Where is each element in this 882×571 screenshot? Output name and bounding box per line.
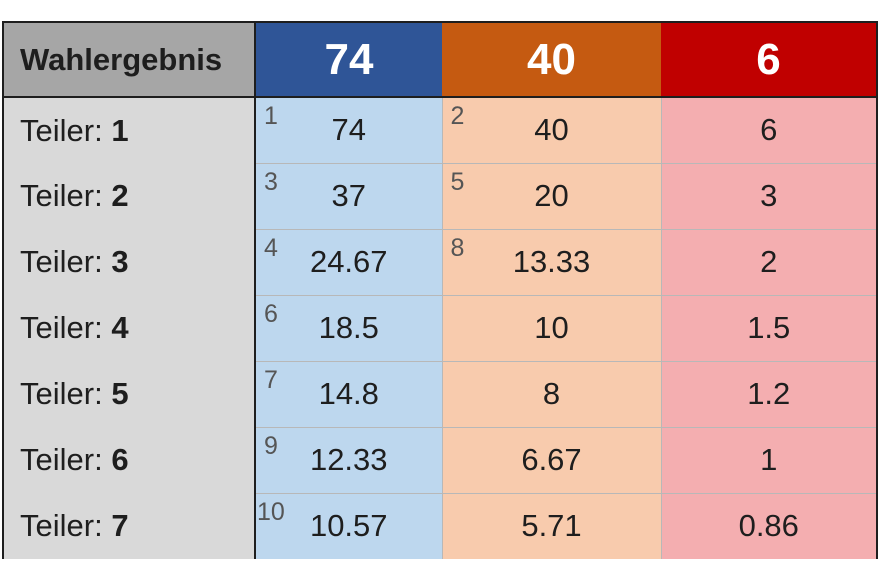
- quotient-cell: 2: [661, 229, 876, 296]
- quotient-value: 8: [542, 376, 561, 411]
- quotient-cell: 8 13.33: [442, 229, 662, 296]
- quotient-cell: 6.67: [442, 427, 662, 494]
- seat-rank: 9: [264, 431, 278, 460]
- seat-rank: 1: [264, 102, 278, 130]
- quotient-cell: 1 74: [255, 97, 443, 164]
- quotient-value: 37: [331, 178, 366, 213]
- dhondt-table: Wahlergebnis 74 40 6 Teiler: 1 1 74 2 40 6 Tei…: [2, 21, 878, 559]
- quotient-value: 1.2: [747, 376, 791, 411]
- divisor-number: 2: [111, 178, 129, 213]
- seat-rank: 4: [264, 233, 278, 262]
- table-row: Teiler: 7 10 10.57 5.71 0.86: [4, 493, 876, 559]
- divisor-prefix: Teiler:: [20, 508, 103, 543]
- header-row: Wahlergebnis 74 40 6: [4, 23, 876, 98]
- quotient-value: 18.5: [318, 310, 379, 345]
- seat-rank: 2: [450, 102, 465, 130]
- quotient-value: 20: [534, 178, 569, 213]
- divisor-label: Teiler: 7: [4, 493, 256, 559]
- quotient-cell: 1.5: [661, 295, 876, 362]
- quotient-value: 10.57: [309, 508, 388, 544]
- table-row: Teiler: 5 7 14.8 8 1.2: [4, 361, 876, 428]
- quotient-cell: 7 14.8: [255, 361, 443, 428]
- seat-rank: 3: [264, 167, 278, 196]
- divisor-number: 7: [111, 508, 129, 543]
- quotient-value: 6.67: [521, 442, 582, 477]
- divisor-number: 6: [111, 442, 129, 477]
- divisor-prefix: Teiler:: [20, 442, 103, 477]
- quotient-cell: 2 40: [442, 97, 662, 164]
- quotient-cell: 9 12.33: [255, 427, 443, 494]
- quotient-cell: 5.71: [442, 493, 662, 559]
- table-row: Teiler: 4 6 18.5 10 1.5: [4, 295, 876, 362]
- quotient-value: 14.8: [318, 376, 379, 411]
- seat-rank: 6: [264, 299, 278, 328]
- table-row: Teiler: 1 1 74 2 40 6: [4, 97, 876, 164]
- divisor-label: Teiler: 1: [4, 97, 256, 163]
- quotient-value: 3: [760, 178, 778, 213]
- table-row: Teiler: 3 4 24.67 8 13.33 2: [4, 229, 876, 296]
- quotient-value: 1: [760, 442, 778, 477]
- divisor-number: 3: [111, 244, 129, 279]
- quotient-cell: 0.86: [661, 493, 876, 559]
- quotient-value: 40: [534, 112, 569, 148]
- divisor-label: Teiler: 3: [4, 229, 256, 295]
- divisor-label: Teiler: 6: [4, 427, 256, 493]
- quotient-value: 1.5: [747, 310, 791, 345]
- table-row: Teiler: 2 3 37 5 20 3: [4, 163, 876, 230]
- quotient-cell: 6: [661, 97, 876, 164]
- quotient-cell: 8: [442, 361, 662, 428]
- quotient-value: 10: [534, 310, 569, 345]
- quotient-value: 0.86: [738, 508, 799, 544]
- header-label: Wahlergebnis: [4, 23, 256, 98]
- quotient-value: 24.67: [309, 244, 388, 279]
- quotient-cell: 10 10.57: [255, 493, 443, 559]
- divisor-label: Teiler: 4: [4, 295, 256, 361]
- divisor-label: Teiler: 5: [4, 361, 256, 427]
- quotient-cell: 5 20: [442, 163, 662, 230]
- divisor-number: 4: [111, 310, 129, 345]
- quotient-value: 2: [760, 244, 778, 279]
- quotient-cell: 6 18.5: [255, 295, 443, 362]
- party-header-2: 40: [442, 23, 661, 98]
- quotient-cell: 10: [442, 295, 662, 362]
- quotient-cell: 3 37: [255, 163, 443, 230]
- quotient-cell: 1: [661, 427, 876, 494]
- party-header-3: 6: [661, 23, 876, 98]
- quotient-value: 5.71: [521, 508, 582, 544]
- divisor-number: 5: [111, 376, 129, 411]
- divisor-label: Teiler: 2: [4, 163, 256, 229]
- seat-rank: 5: [450, 167, 465, 196]
- seat-rank: 8: [450, 233, 465, 262]
- quotient-cell: 4 24.67: [255, 229, 443, 296]
- quotient-cell: 3: [661, 163, 876, 230]
- divisor-prefix: Teiler:: [20, 310, 103, 345]
- quotient-value: 6: [760, 112, 778, 148]
- quotient-value: 13.33: [512, 244, 591, 279]
- quotient-value: 74: [331, 112, 366, 148]
- table-row: Teiler: 6 9 12.33 6.67 1: [4, 427, 876, 494]
- party-header-1: 74: [255, 23, 442, 98]
- seat-rank: 7: [264, 365, 278, 394]
- divisor-prefix: Teiler:: [20, 178, 103, 213]
- divisor-prefix: Teiler:: [20, 112, 103, 148]
- results-table: Wahlergebnis 74 40 6 Teiler: 1 1 74 2 40 6 Tei…: [4, 23, 876, 559]
- quotient-cell: 1.2: [661, 361, 876, 428]
- quotient-value: 12.33: [309, 442, 388, 477]
- seat-rank: 10: [257, 497, 285, 526]
- divisor-number: 1: [111, 112, 129, 148]
- divisor-prefix: Teiler:: [20, 376, 103, 411]
- divisor-prefix: Teiler:: [20, 244, 103, 279]
